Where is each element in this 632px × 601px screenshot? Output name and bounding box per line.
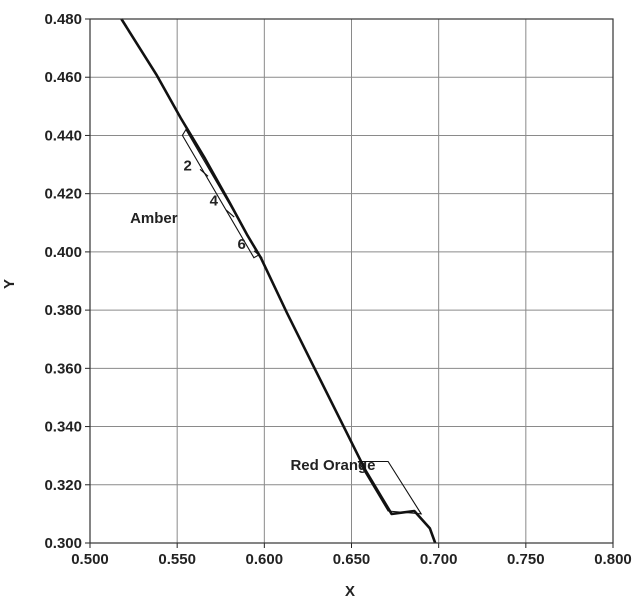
region-tick — [225, 209, 235, 218]
plot-frame — [89, 18, 614, 544]
y-axis-label: Y — [1, 279, 18, 289]
x-tick-label: 0.750 — [507, 551, 545, 568]
y-tick-label: 0.400 — [44, 244, 82, 261]
x-tick-label: 0.500 — [71, 551, 109, 568]
axes — [85, 18, 614, 548]
region-tick-label: 4 — [210, 192, 219, 209]
series-line — [120, 18, 437, 544]
series — [120, 18, 437, 544]
region-tick — [199, 168, 209, 177]
region-outline — [357, 460, 423, 515]
tick-labels: 0.500 0.550 0.600 0.650 0.700 0.750 0.800 0.300… — [44, 11, 631, 568]
regions: Amber 2 4 6 Red Orange — [130, 128, 423, 515]
y-tick-label: 0.480 — [44, 11, 82, 28]
x-tick-label: 0.700 — [420, 551, 458, 568]
region-label: Red Orange — [290, 457, 375, 474]
x-tick-label: 0.550 — [158, 551, 196, 568]
x-tick-label: 0.800 — [594, 551, 632, 568]
y-tick-label: 0.340 — [44, 419, 82, 436]
y-tick-label: 0.460 — [44, 69, 82, 86]
x-axis-label: X — [345, 583, 355, 600]
region-label: Amber — [130, 210, 178, 227]
y-tick-label: 0.420 — [44, 186, 82, 203]
region-tick-label: 6 — [237, 236, 245, 253]
x-tick-label: 0.600 — [246, 551, 284, 568]
y-tick-label: 0.320 — [44, 477, 82, 494]
y-tick-label: 0.300 — [44, 535, 82, 552]
x-tick-label: 0.650 — [333, 551, 371, 568]
y-tick-label: 0.440 — [44, 127, 82, 144]
y-tick-label: 0.360 — [44, 360, 82, 377]
region-tick-label: 2 — [183, 157, 191, 174]
y-tick-label: 0.380 — [44, 302, 82, 319]
